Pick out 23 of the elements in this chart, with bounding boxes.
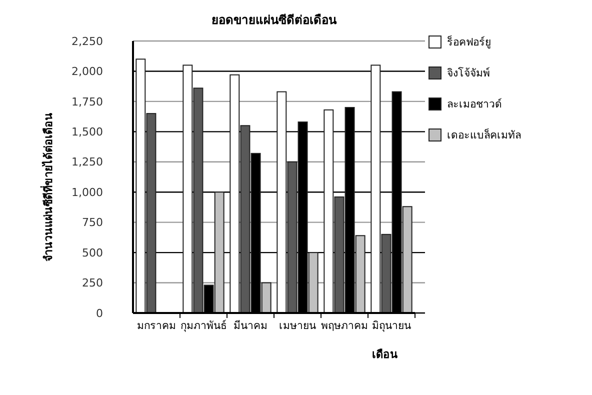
x-tick-label: มิถุนายน — [372, 320, 411, 332]
legend-label: ร็อคฟอร์ยู — [447, 34, 491, 49]
x-tick-label: เมษายน — [279, 320, 316, 332]
chart-title: ยอดขายแผ่นซีดีต่อเดือน — [212, 13, 338, 27]
y-axis-title: จำนวนแผ่นซีดีที่ขายได้ต่อเดือน — [40, 112, 55, 262]
x-axis-title: เดือน — [372, 348, 398, 361]
y-tick-label: 1,750 — [72, 95, 103, 108]
legend-label: เดอะแบล็คเมทัล — [447, 128, 521, 142]
y-tick-label: 750 — [82, 216, 103, 230]
y-tick-label: 2,000 — [72, 65, 103, 78]
y-tick-label: 1,250 — [72, 156, 103, 169]
legend-label: ละเมอชาวด์ — [447, 98, 502, 111]
legend-label: จิงโจ้จัมพ์ — [447, 66, 490, 80]
x-tick-label: พฤษภาคม — [321, 320, 368, 332]
y-tick-label: 1,500 — [72, 126, 103, 139]
y-tick-label: 500 — [82, 246, 103, 260]
x-tick-label: มีนาคม — [234, 319, 268, 332]
y-tick-label: 1,000 — [72, 186, 103, 199]
y-tick-label: 2,250 — [72, 34, 103, 48]
y-tick-label: 250 — [82, 276, 103, 290]
y-tick-label: 0 — [96, 306, 103, 320]
x-tick-label: มกราคม — [137, 320, 176, 332]
x-tick-label: กุมภาพันธ์ — [180, 319, 226, 332]
